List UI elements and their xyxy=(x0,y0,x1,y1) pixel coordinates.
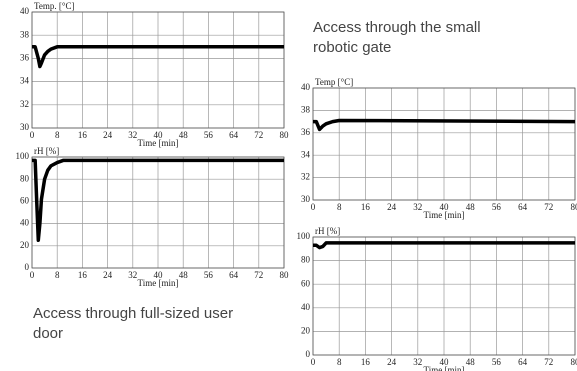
x-tick-label: 40 xyxy=(154,270,164,280)
x-tick-label: 16 xyxy=(78,270,88,280)
y-tick-label: 0 xyxy=(306,349,311,359)
y-tick-label: 80 xyxy=(301,255,311,265)
y-tick-label: 30 xyxy=(301,194,311,204)
x-tick-label: 8 xyxy=(55,270,60,280)
x-tick-label: 24 xyxy=(387,202,397,212)
y-tick-label: 40 xyxy=(301,82,311,92)
plot-frame xyxy=(31,11,285,129)
x-tick-label: 8 xyxy=(55,130,60,140)
y-tick-label: 0 xyxy=(25,262,30,272)
x-tick-label: 56 xyxy=(204,270,214,280)
y-tick-label: 20 xyxy=(301,325,311,335)
x-axis-label: Time [min] xyxy=(138,278,179,288)
x-tick-label: 72 xyxy=(254,130,263,140)
x-tick-label: 24 xyxy=(103,130,113,140)
x-tick-label: 48 xyxy=(466,357,476,367)
x-axis-label: Time [min] xyxy=(424,365,465,371)
x-tick-label: 8 xyxy=(337,357,342,367)
x-tick-label: 56 xyxy=(204,130,214,140)
x-tick-label: 64 xyxy=(229,270,239,280)
data-line xyxy=(313,241,575,250)
caption: Access through the small robotic gate xyxy=(313,19,481,56)
x-axis-label: Time [min] xyxy=(138,138,179,148)
x-tick-label: 40 xyxy=(154,130,164,140)
y-axis-label: rH [%] xyxy=(315,226,340,236)
x-tick-label: 0 xyxy=(30,130,35,140)
x-tick-label: 80 xyxy=(280,130,290,140)
x-axis-label: Time [min] xyxy=(424,210,465,220)
y-tick-label: 38 xyxy=(301,104,311,114)
y-tick-label: 80 xyxy=(20,173,30,183)
x-tick-label: 40 xyxy=(440,357,450,367)
y-tick-label: 32 xyxy=(301,172,310,182)
y-tick-label: 60 xyxy=(20,195,30,205)
data-line xyxy=(313,118,576,132)
x-tick-label: 64 xyxy=(518,357,528,367)
y-axis-label: rH [%] xyxy=(34,146,59,156)
x-tick-label: 48 xyxy=(179,130,189,140)
x-tick-label: 56 xyxy=(492,357,502,367)
x-tick-label: 16 xyxy=(361,357,371,367)
x-tick-label: 0 xyxy=(311,202,316,212)
x-tick-label: 72 xyxy=(544,202,553,212)
y-tick-label: 60 xyxy=(301,278,311,288)
y-tick-label: 40 xyxy=(301,302,311,312)
y-tick-label: 34 xyxy=(20,76,30,86)
x-tick-label: 72 xyxy=(544,357,553,367)
x-tick-label: 80 xyxy=(571,357,577,367)
x-tick-label: 64 xyxy=(229,130,239,140)
y-tick-label: 30 xyxy=(20,122,30,132)
y-tick-label: 40 xyxy=(20,218,30,228)
y-tick-label: 32 xyxy=(20,99,29,109)
data-line xyxy=(32,45,284,69)
y-tick-label: 36 xyxy=(301,127,311,137)
x-tick-label: 32 xyxy=(413,357,422,367)
x-tick-label: 16 xyxy=(361,202,371,212)
x-tick-label: 64 xyxy=(518,202,528,212)
x-tick-label: 56 xyxy=(492,202,502,212)
caption: Access through full-sized user door xyxy=(33,305,234,342)
x-tick-label: 40 xyxy=(440,202,450,212)
plot-frame xyxy=(31,156,285,269)
y-tick-label: 38 xyxy=(20,29,30,39)
x-tick-label: 32 xyxy=(128,270,137,280)
x-tick-label: 32 xyxy=(128,130,137,140)
x-tick-label: 16 xyxy=(78,130,88,140)
x-tick-label: 80 xyxy=(571,202,577,212)
y-tick-label: 34 xyxy=(301,149,311,159)
x-tick-label: 8 xyxy=(337,202,342,212)
x-tick-label: 80 xyxy=(280,270,290,280)
plot-frame xyxy=(312,87,576,201)
y-axis-label: Temp [°C] xyxy=(315,77,353,87)
y-tick-label: 20 xyxy=(20,240,30,250)
y-tick-label: 36 xyxy=(20,52,30,62)
x-tick-label: 0 xyxy=(311,357,316,367)
y-tick-label: 40 xyxy=(20,6,30,16)
x-tick-label: 48 xyxy=(179,270,189,280)
x-tick-label: 24 xyxy=(387,357,397,367)
y-tick-label: 100 xyxy=(16,151,30,161)
y-axis-label: Temp. [°C] xyxy=(34,1,74,11)
x-tick-label: 0 xyxy=(30,270,35,280)
plot-frame xyxy=(312,236,576,356)
y-tick-label: 100 xyxy=(297,231,311,241)
data-line xyxy=(32,158,284,242)
x-tick-label: 24 xyxy=(103,270,113,280)
x-tick-label: 48 xyxy=(466,202,476,212)
x-tick-label: 72 xyxy=(254,270,263,280)
x-tick-label: 32 xyxy=(413,202,422,212)
